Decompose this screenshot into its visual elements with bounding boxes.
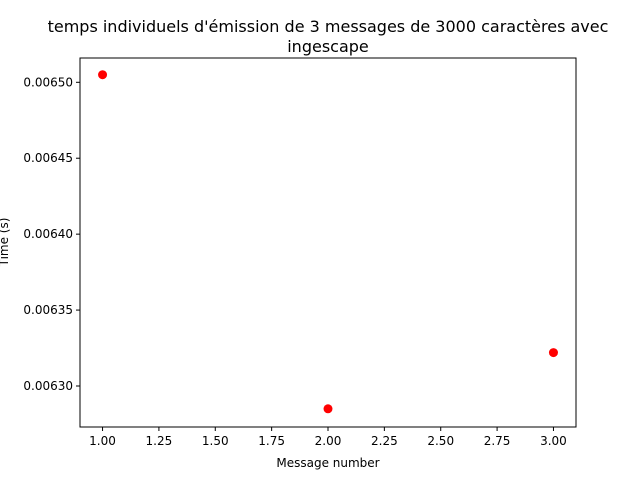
- y-tick-label: 0.00630: [23, 379, 73, 393]
- y-axis-label: Time (s): [0, 218, 11, 268]
- data-points: [98, 70, 558, 414]
- x-tick-label: 1.00: [89, 434, 116, 448]
- chart-title-line2: ingescape: [287, 37, 369, 56]
- y-tick-label: 0.00645: [23, 151, 73, 165]
- y-axis-ticks: 0.00630 0.00635 0.00640 0.00645 0.00650: [23, 75, 80, 393]
- x-tick-label: 1.75: [258, 434, 285, 448]
- x-axis-label: Message number: [276, 456, 379, 470]
- data-point: [323, 404, 333, 414]
- y-tick-label: 0.00635: [23, 303, 73, 317]
- x-tick-label: 2.75: [484, 434, 511, 448]
- x-tick-label: 1.25: [146, 434, 173, 448]
- x-tick-label: 2.50: [427, 434, 454, 448]
- x-tick-label: 2.00: [315, 434, 342, 448]
- y-tick-label: 0.00650: [23, 75, 73, 89]
- x-tick-label: 2.25: [371, 434, 398, 448]
- chart-title-line1: temps individuels d'émission de 3 messag…: [48, 17, 609, 36]
- y-tick-label: 0.00640: [23, 227, 73, 241]
- x-tick-label: 1.50: [202, 434, 229, 448]
- x-axis-ticks: 1.00 1.25 1.50 1.75 2.00 2.25 2.50 2.75 3.00: [89, 427, 567, 448]
- data-point: [98, 70, 108, 80]
- data-point: [548, 348, 558, 358]
- x-tick-label: 3.00: [540, 434, 567, 448]
